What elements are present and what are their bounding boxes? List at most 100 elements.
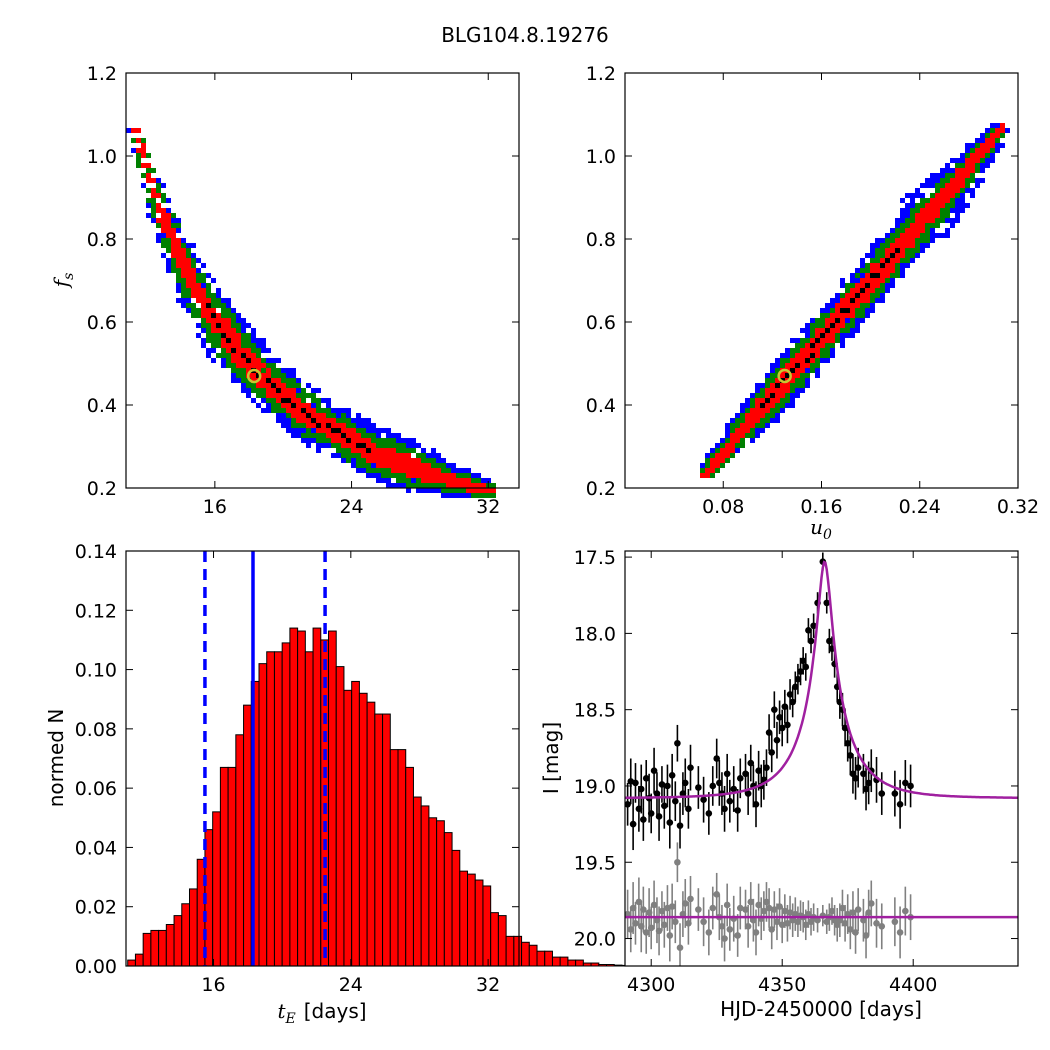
density-cell-1sigma bbox=[855, 283, 860, 288]
density-cell-3sigma bbox=[436, 458, 441, 463]
data-point bbox=[750, 916, 757, 924]
data-point bbox=[721, 935, 728, 942]
density-cell-2sigma bbox=[346, 423, 351, 428]
density-cell-1sigma bbox=[920, 213, 925, 218]
density-cell-2sigma bbox=[211, 343, 216, 348]
data-point bbox=[768, 749, 776, 756]
x-tick-label: 16 bbox=[201, 974, 225, 996]
density-cell-2sigma bbox=[376, 438, 381, 443]
density-cell-1sigma bbox=[321, 413, 326, 418]
density-cell-3sigma bbox=[336, 453, 341, 458]
data-point bbox=[685, 805, 692, 813]
density-cell-1sigma bbox=[181, 263, 186, 268]
density-cell-3sigma bbox=[386, 428, 391, 433]
density-cell-1sigma bbox=[321, 428, 326, 433]
density-cell-1sigma bbox=[296, 418, 301, 423]
density-cell-1sigma bbox=[411, 458, 416, 463]
density-cell-2sigma bbox=[406, 478, 411, 483]
density-cell-3sigma bbox=[361, 418, 366, 423]
density-cell-1sigma bbox=[156, 193, 161, 198]
density-cell-3sigma bbox=[286, 428, 291, 433]
density-cell-2sigma bbox=[481, 493, 486, 498]
density-cell-2sigma bbox=[795, 383, 800, 388]
histogram-bar bbox=[451, 849, 461, 967]
density-cell-3sigma bbox=[181, 298, 186, 303]
density-cell-1sigma bbox=[166, 233, 171, 238]
density-cell-1sigma bbox=[261, 383, 266, 388]
density-cell-2sigma bbox=[231, 318, 236, 323]
data-point bbox=[625, 910, 631, 918]
density-cell-3sigma bbox=[815, 373, 820, 378]
density-cell-1sigma bbox=[191, 283, 196, 288]
density-cell-2sigma bbox=[216, 298, 221, 303]
density-cell-1sigma bbox=[226, 348, 231, 353]
density-cell-3sigma bbox=[765, 373, 770, 378]
data-point bbox=[705, 929, 713, 936]
density-cell-1sigma bbox=[975, 153, 980, 158]
density-cell-1sigma bbox=[985, 138, 990, 143]
density-cell-2sigma bbox=[326, 408, 331, 413]
density-cell-3sigma bbox=[900, 218, 905, 223]
density-cell-2sigma bbox=[136, 153, 141, 158]
density-cell-3sigma bbox=[800, 328, 805, 333]
density-cell-3sigma bbox=[705, 453, 710, 458]
density-cell-2sigma bbox=[750, 398, 755, 403]
density-cell-1sigma bbox=[186, 258, 191, 263]
density-cell-3sigma bbox=[371, 428, 376, 433]
density-cell-2sigma bbox=[870, 293, 875, 298]
plot-content bbox=[625, 552, 1018, 966]
density-cell-chain bbox=[775, 383, 780, 388]
density-cell-1sigma bbox=[166, 218, 171, 223]
data-point bbox=[847, 926, 854, 933]
density-cell-1sigma bbox=[795, 353, 800, 358]
density-cell-2sigma bbox=[221, 353, 226, 358]
density-cell-1sigma bbox=[780, 383, 785, 388]
density-cell-3sigma bbox=[870, 253, 875, 258]
density-cell-2sigma bbox=[171, 263, 176, 268]
density-cell-1sigma bbox=[286, 403, 291, 408]
density-cell-1sigma bbox=[376, 453, 381, 458]
density-cell-3sigma bbox=[296, 433, 301, 438]
density-cell-3sigma bbox=[326, 403, 331, 408]
density-cell-3sigma bbox=[381, 478, 386, 483]
density-cell-1sigma bbox=[980, 153, 985, 158]
density-cell-1sigma bbox=[755, 398, 760, 403]
density-cell-2sigma bbox=[426, 458, 431, 463]
density-cell-1sigma bbox=[905, 228, 910, 233]
density-cell-2sigma bbox=[705, 463, 710, 468]
data-point bbox=[786, 691, 794, 698]
density-cell-3sigma bbox=[441, 458, 446, 463]
density-cell-3sigma bbox=[955, 208, 960, 213]
density-cell-1sigma bbox=[1000, 128, 1005, 133]
density-cell-2sigma bbox=[910, 208, 915, 213]
histogram-bar bbox=[505, 935, 515, 967]
density-cell-2sigma bbox=[371, 468, 376, 473]
data-point bbox=[700, 918, 707, 926]
density-cell-2sigma bbox=[466, 473, 471, 478]
density-cell-2sigma bbox=[780, 358, 785, 363]
density-cell-3sigma bbox=[201, 263, 206, 268]
density-cell-1sigma bbox=[965, 173, 970, 178]
density-cell-1sigma bbox=[456, 478, 461, 483]
density-cell-3sigma bbox=[431, 453, 436, 458]
data-point bbox=[713, 890, 720, 898]
density-cell-3sigma bbox=[216, 293, 221, 298]
density-cell-2sigma bbox=[431, 483, 436, 488]
density-cell-1sigma bbox=[191, 273, 196, 278]
density-cell-2sigma bbox=[176, 223, 181, 228]
density-cell-3sigma bbox=[191, 253, 196, 258]
density-cell-1sigma bbox=[735, 433, 740, 438]
density-cell-1sigma bbox=[955, 173, 960, 178]
density-cell-3sigma bbox=[176, 218, 181, 223]
density-cell-2sigma bbox=[825, 343, 830, 348]
density-cell-3sigma bbox=[326, 398, 331, 403]
density-cell-1sigma bbox=[835, 323, 840, 328]
density-cell-2sigma bbox=[331, 413, 336, 418]
density-cell-1sigma bbox=[336, 433, 341, 438]
histogram-bar bbox=[127, 959, 136, 967]
histogram-bar bbox=[273, 651, 283, 967]
density-cell-1sigma bbox=[880, 273, 885, 278]
density-cell-2sigma bbox=[216, 343, 221, 348]
density-cell-2sigma bbox=[975, 163, 980, 168]
density-cell-2sigma bbox=[201, 323, 206, 328]
